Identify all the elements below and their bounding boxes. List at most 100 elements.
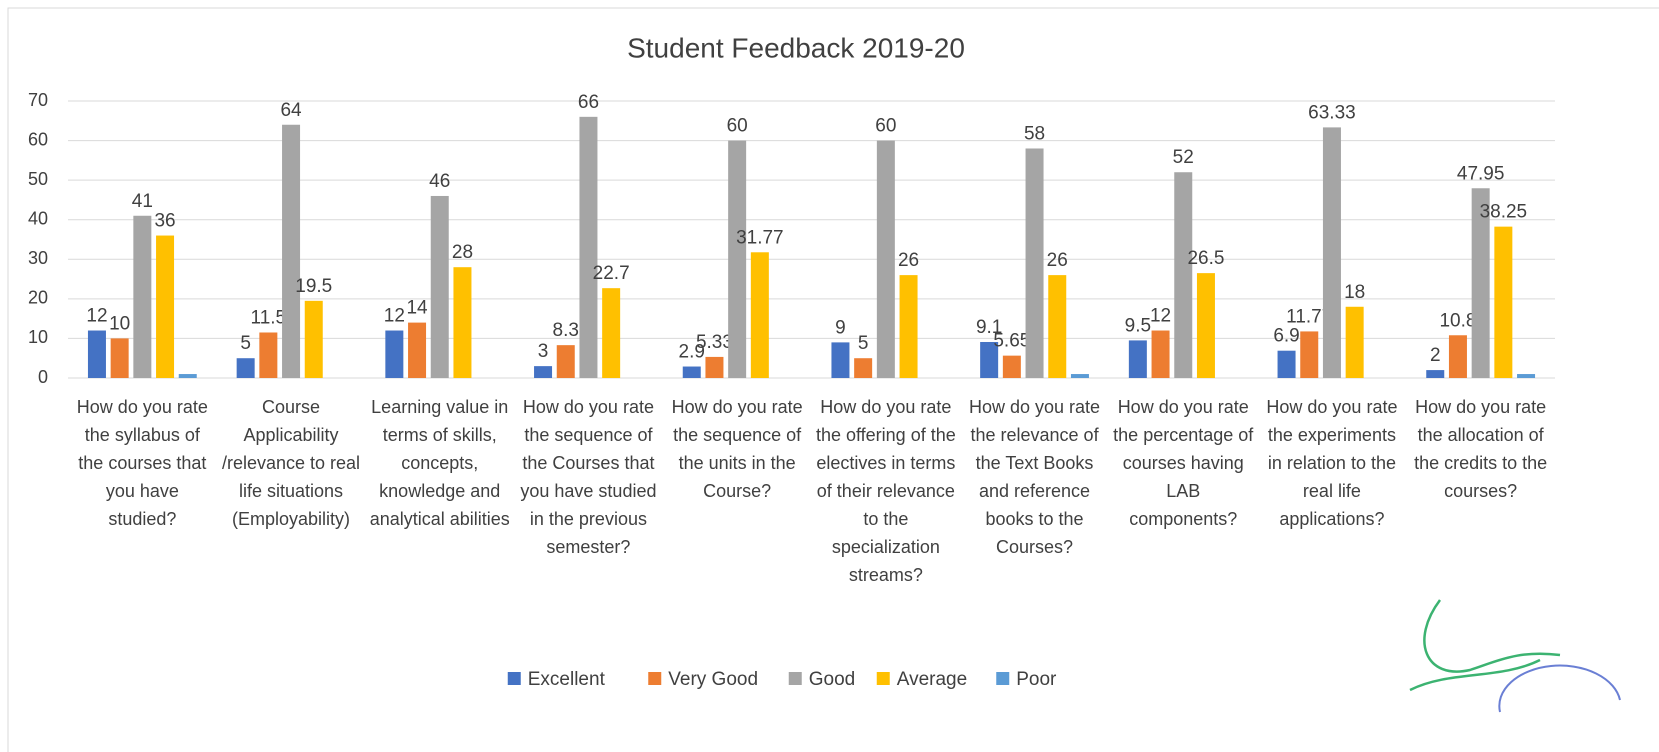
bar xyxy=(556,345,575,378)
bar xyxy=(899,275,918,378)
chart-border xyxy=(7,7,1659,752)
bar xyxy=(453,267,472,378)
data-label: 60 xyxy=(727,116,748,137)
data-label: 9 xyxy=(835,317,846,338)
bar xyxy=(259,332,278,378)
data-label: 26 xyxy=(898,250,919,271)
data-label: 28 xyxy=(452,242,473,263)
bar xyxy=(1517,374,1536,378)
bar xyxy=(133,215,152,378)
data-label: 11.5 xyxy=(251,308,287,329)
bar xyxy=(1196,273,1215,378)
legend-swatch xyxy=(876,672,890,685)
data-label: 64 xyxy=(280,100,302,121)
legend-label: Average xyxy=(897,669,967,690)
x-tick-label: Course Applicability /relevance to real … xyxy=(221,397,361,529)
bar xyxy=(282,124,301,378)
bar xyxy=(1070,374,1089,378)
data-label: 14 xyxy=(406,298,428,319)
bar xyxy=(430,195,449,378)
data-label: 8.3 xyxy=(553,320,579,341)
data-label: 12 xyxy=(1150,306,1171,327)
data-label: 3 xyxy=(538,341,549,362)
data-label: 60 xyxy=(875,116,896,137)
bar xyxy=(1128,340,1147,378)
legend-label: Good xyxy=(809,669,855,690)
bar xyxy=(110,338,129,378)
x-tick-label: How do you rate the allocation of the cr… xyxy=(1414,397,1548,501)
data-label: 10.8 xyxy=(1439,310,1476,331)
x-tick-label: How do you rate the offering of the elec… xyxy=(815,397,956,585)
y-tick-label: 60 xyxy=(28,129,48,149)
data-label: 2.9 xyxy=(679,342,705,363)
data-label: 5.33 xyxy=(696,332,733,353)
legend-label: Very Good xyxy=(668,669,758,690)
stamp xyxy=(1498,664,1621,713)
data-label: 36 xyxy=(154,211,175,232)
bar xyxy=(854,358,873,378)
bar xyxy=(1448,335,1467,378)
bar xyxy=(1048,275,1067,378)
bar xyxy=(1322,127,1341,379)
bar xyxy=(831,342,850,378)
x-tick-label: How do you rate the experiments in relat… xyxy=(1266,397,1398,529)
legend-label: Excellent xyxy=(528,669,606,690)
signature xyxy=(1409,599,1561,692)
bar xyxy=(1277,350,1296,378)
x-tick-label: How do you rate the percentage of course… xyxy=(1113,397,1254,529)
data-label: 63.33 xyxy=(1308,102,1356,123)
bar xyxy=(1002,355,1021,378)
data-label: 12 xyxy=(86,306,107,327)
data-label: 66 xyxy=(578,92,599,113)
data-label: 26.5 xyxy=(1187,248,1224,269)
data-label: 9.1 xyxy=(976,317,1002,338)
data-label: 31.77 xyxy=(736,227,784,248)
data-label: 18 xyxy=(1344,282,1365,303)
x-tick-label: How do you rate the relevance of the Tex… xyxy=(968,397,1101,557)
data-label: 5 xyxy=(858,333,869,354)
bar xyxy=(705,356,724,378)
bar xyxy=(534,366,553,378)
data-label: 46 xyxy=(429,171,450,192)
y-tick-label: 40 xyxy=(28,208,48,228)
legend-swatch xyxy=(648,672,662,685)
bar xyxy=(408,322,427,378)
y-tick-label: 70 xyxy=(28,90,48,110)
y-tick-label: 20 xyxy=(28,288,48,308)
data-label: 2 xyxy=(1430,345,1441,366)
bar xyxy=(1174,172,1193,378)
data-label: 19.5 xyxy=(295,276,332,297)
data-label: 12 xyxy=(384,306,405,327)
bar xyxy=(602,288,621,378)
x-tick-label: How do you rate the sequence of the unit… xyxy=(671,397,803,501)
bar xyxy=(750,252,769,378)
x-tick-label: Learning value in terms of skills, conce… xyxy=(369,397,510,529)
bar xyxy=(1300,331,1319,378)
data-label: 41 xyxy=(132,191,153,212)
data-label: 26 xyxy=(1047,250,1068,271)
data-label: 11.77 xyxy=(1286,306,1332,327)
data-label: 52 xyxy=(1173,147,1194,168)
bar xyxy=(876,140,895,378)
bar xyxy=(178,374,197,378)
bar xyxy=(385,330,404,378)
bar xyxy=(87,330,106,378)
data-label: 10 xyxy=(109,313,130,334)
bar xyxy=(728,140,747,378)
bar xyxy=(156,235,175,378)
bar xyxy=(1471,188,1490,378)
data-label: 22.7 xyxy=(593,263,630,284)
data-label: 5.65 xyxy=(993,331,1030,352)
data-label: 58 xyxy=(1024,124,1045,145)
bar xyxy=(1025,148,1044,378)
y-tick-label: 0 xyxy=(38,367,48,387)
y-tick-label: 10 xyxy=(28,327,48,347)
bar xyxy=(304,300,323,378)
data-label: 38.25 xyxy=(1480,202,1528,223)
bar xyxy=(1151,330,1170,378)
bar xyxy=(236,358,255,378)
bar xyxy=(682,366,701,378)
legend-swatch xyxy=(788,672,802,685)
